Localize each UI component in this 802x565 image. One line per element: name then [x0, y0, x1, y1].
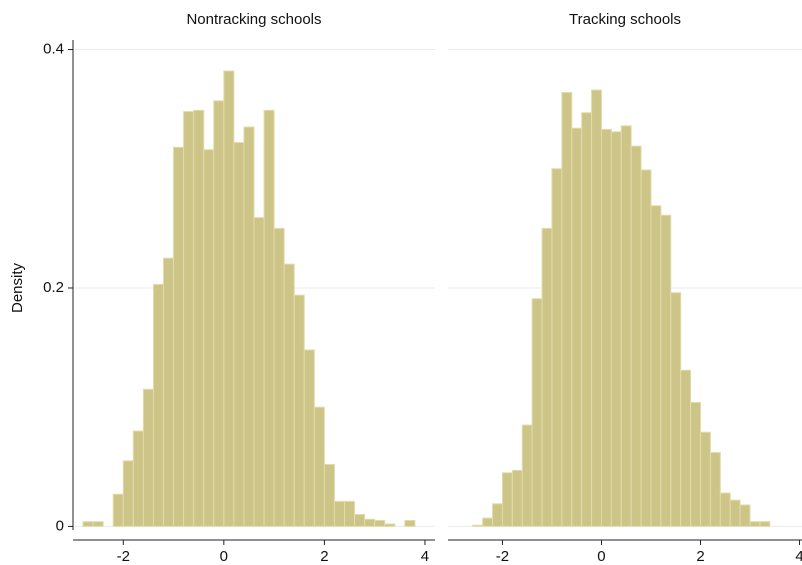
bar [183, 111, 195, 527]
panel-title: Nontracking schools [186, 11, 321, 28]
bar [384, 523, 396, 527]
bar [223, 70, 235, 527]
bar [333, 500, 346, 527]
bar [364, 518, 376, 527]
bar [92, 521, 104, 527]
bar [193, 109, 205, 527]
panel-title: Tracking schools [569, 11, 681, 28]
bar [213, 100, 225, 527]
bar [374, 519, 386, 527]
bar [82, 521, 94, 527]
y-tick-label: 0.4 [43, 41, 64, 58]
x-tick-label: 4 [795, 548, 802, 565]
x-tick-label: -2 [496, 548, 509, 565]
bar [561, 91, 573, 527]
bar [354, 514, 366, 527]
bar [581, 112, 593, 527]
bar [511, 469, 523, 527]
bar [739, 504, 751, 527]
bar [132, 430, 144, 527]
bar [142, 388, 154, 527]
bar [472, 524, 484, 527]
bar [690, 401, 702, 527]
bar [243, 126, 255, 527]
bar [323, 463, 335, 527]
bar [482, 517, 494, 527]
bar [610, 131, 622, 527]
bar [313, 406, 325, 527]
bar [263, 109, 275, 527]
bar [273, 227, 285, 527]
bar [233, 142, 245, 527]
bar [630, 145, 642, 527]
bar [152, 283, 164, 527]
bar [344, 500, 356, 527]
x-tick-label: 0 [597, 548, 605, 565]
bar [541, 227, 553, 527]
y-tick-label: 0.2 [43, 279, 64, 296]
bar [680, 369, 692, 527]
bar [501, 472, 513, 527]
bar [203, 149, 215, 527]
y-tick-label: 0 [56, 517, 64, 534]
bar [670, 292, 682, 527]
bar [404, 519, 416, 527]
bar [620, 125, 632, 527]
x-tick-label: 2 [696, 548, 704, 565]
bar [709, 452, 721, 527]
bar [719, 492, 731, 527]
bar [531, 298, 543, 527]
bar [253, 217, 265, 527]
bar [283, 263, 295, 527]
x-tick-label: 4 [421, 548, 429, 565]
bar [163, 257, 175, 527]
bar [122, 460, 134, 527]
bar [293, 294, 305, 527]
bar [600, 128, 612, 527]
bar [551, 168, 563, 527]
bar [729, 499, 741, 527]
x-tick-label: -2 [117, 548, 130, 565]
x-tick-label: 2 [320, 548, 328, 565]
x-tick-label: 0 [220, 548, 228, 565]
bar [749, 521, 761, 527]
bar [492, 503, 503, 527]
bar [759, 521, 771, 527]
y-axis-label: Density [9, 262, 26, 313]
bar [640, 169, 652, 527]
bar [700, 431, 711, 527]
bar [650, 205, 662, 527]
bar [303, 349, 315, 527]
bar [571, 127, 583, 527]
bar [112, 493, 124, 527]
bar [173, 146, 185, 527]
bar [521, 424, 533, 527]
bar [591, 89, 602, 527]
bar [660, 214, 672, 527]
